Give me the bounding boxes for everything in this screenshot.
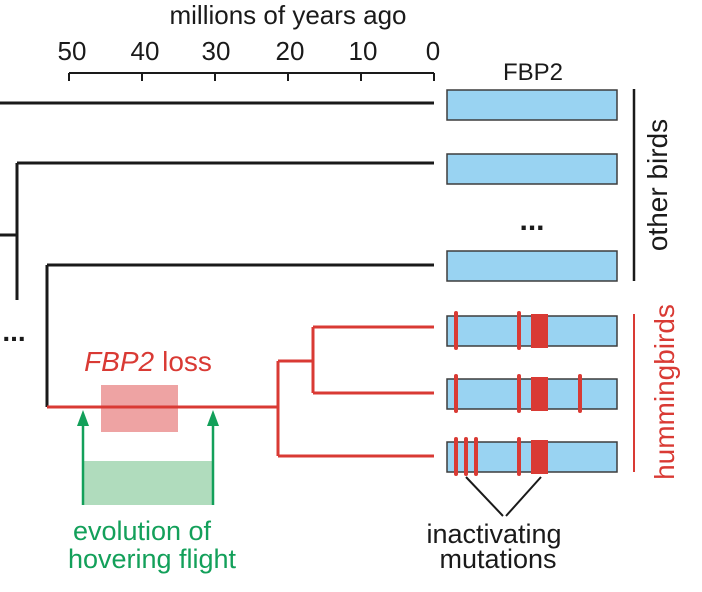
mutation-block (531, 314, 548, 348)
axis-title: millions of years ago (170, 0, 407, 30)
hovering-flight-arrows (77, 410, 219, 505)
hummingbird-tree (47, 325, 434, 458)
mutation-label-line2: mutations (439, 544, 556, 574)
fbp2-gene-box (446, 250, 618, 282)
other-birds-tree (0, 101, 434, 407)
axis-tick-label: 0 (426, 36, 440, 66)
mutation-blocks (531, 314, 548, 474)
fbp2-loss-label: FBP2 loss (84, 346, 212, 377)
axis-tick-label: 20 (276, 36, 305, 66)
left-ellipsis: ... (2, 316, 25, 347)
other-birds-gene-boxes (446, 89, 618, 282)
hover-label-line1: evolution of (73, 516, 212, 546)
gene-header: FBP2 (503, 59, 563, 86)
axis-tick-label: 10 (349, 36, 378, 66)
fbp2-gene-box (446, 153, 618, 185)
fbp2-gene-box (446, 89, 618, 121)
other-birds-label: other birds (642, 119, 673, 251)
loss-label-gene: FBP2 (84, 346, 154, 377)
mutation-pointer-lines (465, 476, 542, 517)
mutation-marks (454, 311, 582, 476)
pointer-line (465, 476, 504, 517)
mutation-label-line1: inactivating (426, 519, 561, 549)
axis-tick-label: 30 (202, 36, 231, 66)
hovering-flight-interval-box (83, 461, 213, 505)
arrow-head (77, 410, 89, 426)
hummingbirds-label: hummingbirds (649, 304, 680, 480)
axis-tick-label: 40 (131, 36, 160, 66)
hummingbird-gene-boxes (446, 311, 618, 476)
loss-label-word: loss (162, 346, 212, 377)
mutation-block (531, 377, 548, 411)
gene-ellipsis: ... (519, 204, 544, 237)
hover-label-line2: hovering flight (68, 544, 237, 574)
arrow-head (207, 410, 219, 426)
axis-tick-label: 50 (58, 36, 87, 66)
mutation-block (531, 440, 548, 474)
pointer-line (505, 476, 542, 517)
time-axis: millions of years ago 50 40 30 20 10 0 (58, 0, 440, 81)
